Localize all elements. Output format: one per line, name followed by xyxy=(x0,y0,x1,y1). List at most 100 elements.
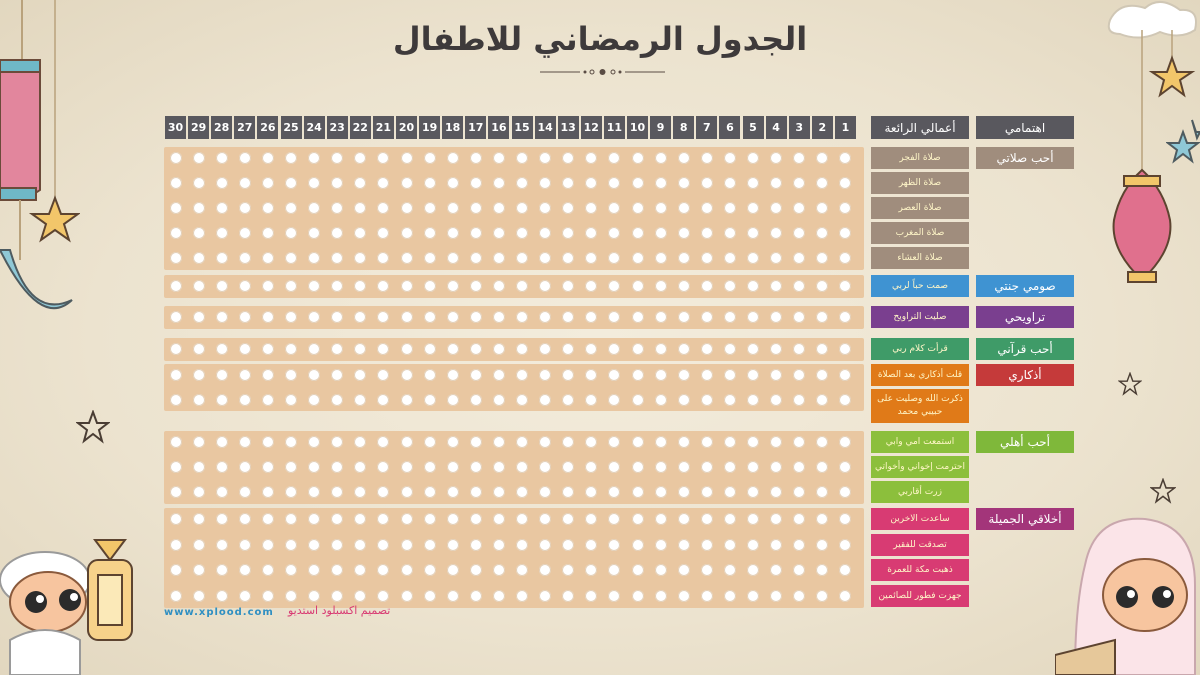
day-checkbox[interactable] xyxy=(585,227,598,239)
day-checkbox[interactable] xyxy=(492,252,505,264)
day-checkbox[interactable] xyxy=(747,152,759,164)
day-checkbox[interactable] xyxy=(654,177,667,189)
day-checkbox[interactable] xyxy=(400,486,413,498)
day-checkbox[interactable] xyxy=(793,252,806,264)
day-checkbox[interactable] xyxy=(400,564,413,576)
day-checkbox[interactable] xyxy=(516,369,528,381)
day-checkbox[interactable] xyxy=(654,564,667,576)
day-checkbox[interactable] xyxy=(192,539,205,551)
day-checkbox[interactable] xyxy=(285,252,297,264)
day-checkbox[interactable] xyxy=(677,343,690,355)
day-checkbox[interactable] xyxy=(770,227,783,239)
day-checkbox[interactable] xyxy=(354,227,367,239)
day-checkbox[interactable] xyxy=(608,564,621,576)
day-checkbox[interactable] xyxy=(400,252,413,264)
day-checkbox[interactable] xyxy=(192,152,205,164)
day-checkbox[interactable] xyxy=(492,564,505,576)
day-checkbox[interactable] xyxy=(331,539,344,551)
day-checkbox[interactable] xyxy=(469,590,482,602)
day-checkbox[interactable] xyxy=(516,280,528,292)
day-checkbox[interactable] xyxy=(677,369,690,381)
day-checkbox[interactable] xyxy=(169,486,182,498)
day-checkbox[interactable] xyxy=(770,394,783,406)
day-checkbox[interactable] xyxy=(377,177,390,189)
day-checkbox[interactable] xyxy=(238,177,251,189)
day-checkbox[interactable] xyxy=(839,343,852,355)
day-checkbox[interactable] xyxy=(446,280,459,292)
day-checkbox[interactable] xyxy=(331,590,344,602)
day-checkbox[interactable] xyxy=(331,252,344,264)
day-checkbox[interactable] xyxy=(492,461,505,473)
day-checkbox[interactable] xyxy=(423,177,436,189)
day-checkbox[interactable] xyxy=(723,461,736,473)
day-checkbox[interactable] xyxy=(631,564,644,576)
day-checkbox[interactable] xyxy=(285,461,297,473)
day-checkbox[interactable] xyxy=(631,394,644,406)
day-checkbox[interactable] xyxy=(585,369,598,381)
day-checkbox[interactable] xyxy=(169,564,182,576)
day-checkbox[interactable] xyxy=(354,280,367,292)
day-checkbox[interactable] xyxy=(562,177,575,189)
day-checkbox[interactable] xyxy=(377,590,390,602)
day-checkbox[interactable] xyxy=(654,513,667,525)
day-checkbox[interactable] xyxy=(446,227,459,239)
day-checkbox[interactable] xyxy=(446,177,459,189)
day-checkbox[interactable] xyxy=(723,280,736,292)
day-checkbox[interactable] xyxy=(631,590,644,602)
day-checkbox[interactable] xyxy=(677,280,690,292)
day-checkbox[interactable] xyxy=(169,343,182,355)
day-checkbox[interactable] xyxy=(192,177,205,189)
day-checkbox[interactable] xyxy=(654,590,667,602)
day-checkbox[interactable] xyxy=(261,252,274,264)
day-checkbox[interactable] xyxy=(354,252,367,264)
day-checkbox[interactable] xyxy=(723,252,736,264)
day-checkbox[interactable] xyxy=(562,311,575,323)
day-checkbox[interactable] xyxy=(469,564,482,576)
day-checkbox[interactable] xyxy=(215,252,228,264)
day-checkbox[interactable] xyxy=(608,513,621,525)
day-checkbox[interactable] xyxy=(285,177,297,189)
day-checkbox[interactable] xyxy=(354,202,367,214)
day-checkbox[interactable] xyxy=(723,436,736,448)
day-checkbox[interactable] xyxy=(354,152,367,164)
day-checkbox[interactable] xyxy=(539,394,552,406)
day-checkbox[interactable] xyxy=(700,539,713,551)
day-checkbox[interactable] xyxy=(261,539,274,551)
day-checkbox[interactable] xyxy=(400,590,413,602)
day-checkbox[interactable] xyxy=(654,152,667,164)
day-checkbox[interactable] xyxy=(446,152,459,164)
day-checkbox[interactable] xyxy=(677,177,690,189)
day-checkbox[interactable] xyxy=(677,394,690,406)
day-checkbox[interactable] xyxy=(308,436,321,448)
day-checkbox[interactable] xyxy=(285,564,297,576)
day-checkbox[interactable] xyxy=(261,227,274,239)
day-checkbox[interactable] xyxy=(608,461,621,473)
day-checkbox[interactable] xyxy=(562,461,575,473)
day-checkbox[interactable] xyxy=(585,461,598,473)
day-checkbox[interactable] xyxy=(215,436,228,448)
day-checkbox[interactable] xyxy=(331,311,344,323)
day-checkbox[interactable] xyxy=(677,152,690,164)
day-checkbox[interactable] xyxy=(839,252,852,264)
day-checkbox[interactable] xyxy=(562,202,575,214)
day-checkbox[interactable] xyxy=(261,436,274,448)
day-checkbox[interactable] xyxy=(723,539,736,551)
day-checkbox[interactable] xyxy=(816,252,829,264)
day-checkbox[interactable] xyxy=(261,590,274,602)
day-checkbox[interactable] xyxy=(816,486,829,498)
day-checkbox[interactable] xyxy=(215,394,228,406)
day-checkbox[interactable] xyxy=(839,227,852,239)
day-checkbox[interactable] xyxy=(700,436,713,448)
day-checkbox[interactable] xyxy=(261,564,274,576)
day-checkbox[interactable] xyxy=(377,343,390,355)
day-checkbox[interactable] xyxy=(331,513,344,525)
day-checkbox[interactable] xyxy=(331,564,344,576)
day-checkbox[interactable] xyxy=(816,461,829,473)
day-checkbox[interactable] xyxy=(539,539,552,551)
day-checkbox[interactable] xyxy=(839,539,852,551)
day-checkbox[interactable] xyxy=(608,486,621,498)
day-checkbox[interactable] xyxy=(469,343,482,355)
day-checkbox[interactable] xyxy=(747,311,759,323)
day-checkbox[interactable] xyxy=(516,539,528,551)
day-checkbox[interactable] xyxy=(492,513,505,525)
